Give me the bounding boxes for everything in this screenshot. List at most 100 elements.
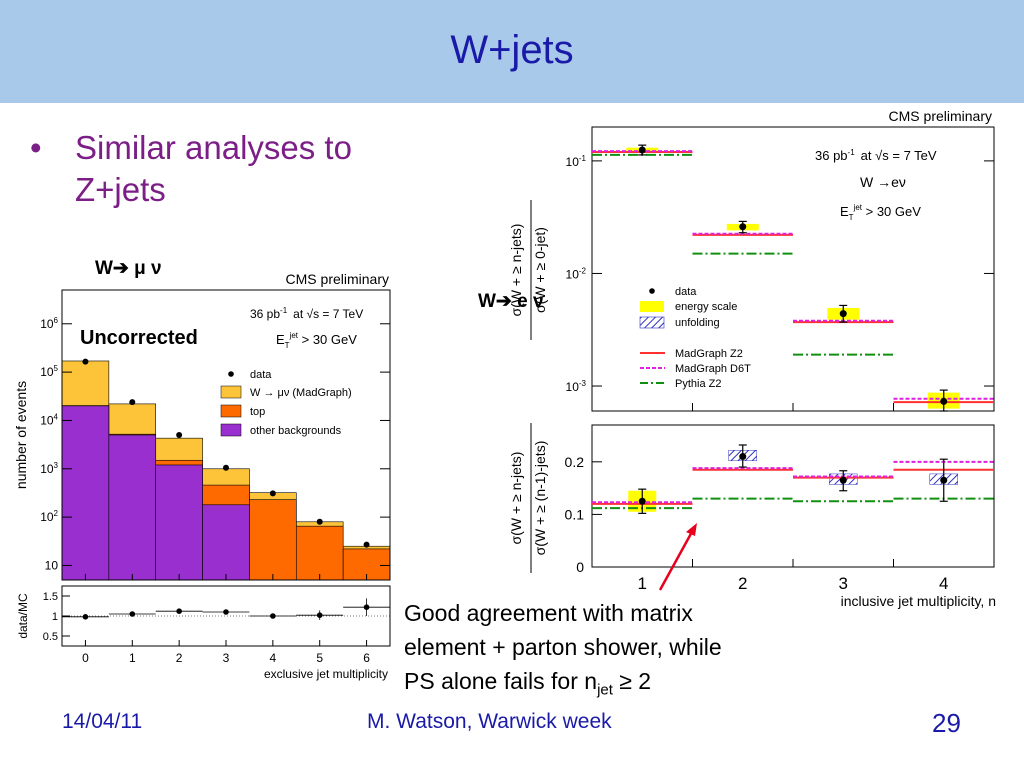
y-tick-label: 10-2: [566, 266, 587, 281]
ratio-tick-label: 0: [576, 559, 584, 575]
left-cms-label: CMS preliminary: [286, 271, 389, 287]
data-point-1: [638, 146, 646, 154]
ratio-point-4: [940, 476, 948, 484]
y-tick-label: 10-3: [566, 379, 587, 394]
y-tick-label: 103: [40, 461, 58, 476]
annotation-note: Good agreement with matrix element + par…: [404, 596, 814, 708]
ratio-point-2: [176, 608, 182, 614]
legend-energy-swatch: [640, 301, 664, 312]
title-bar: [0, 0, 1024, 103]
data-point-4: [940, 397, 948, 405]
data-point-2: [176, 432, 183, 438]
x-tick-label-1: 1: [129, 651, 136, 665]
data-point-4: [269, 490, 276, 497]
ratio-tick-label: 0.2: [565, 454, 585, 470]
left-x-tick-labels: 0 1 2 3 4 5 6: [82, 640, 370, 665]
uncorrected-label: Uncorrected: [80, 327, 198, 349]
right-legend: data energy scale unfolding MadGraph Z2 …: [639, 286, 751, 390]
ratio-tick-label: 0.1: [565, 506, 585, 522]
y-tick-label: 10-1: [566, 154, 587, 169]
left-x-axis-label: exclusive jet multiplicity: [264, 667, 388, 681]
left-legend: data W → μν (MadGraph) top other backgro…: [220, 369, 352, 437]
x-tick-label-3: 3: [223, 651, 230, 665]
legend-w-label: W → μν (MadGraph): [250, 387, 352, 399]
legend-top-label: top: [250, 406, 265, 418]
note-line-1: Good agreement with matrix: [404, 600, 693, 626]
left-cut-text: ETjet > 30 GeV: [276, 331, 357, 350]
ratio-point-5: [316, 612, 323, 618]
footer-date: 14/04/11: [62, 710, 143, 733]
left-ratio-points: [62, 598, 390, 620]
data-point-3: [223, 464, 229, 471]
ratio-point-2: [739, 453, 747, 461]
ratio-tick-label: 1: [52, 611, 58, 623]
data-point-3: [839, 310, 847, 318]
left-ratio-frame: [61, 585, 391, 647]
y-tick-label: 10: [45, 558, 59, 572]
legend-energy-label: energy scale: [675, 301, 737, 313]
left-y-ticks: 10 102 103 104 105 106: [40, 316, 390, 580]
legend-unfolding-label: unfolding: [675, 317, 720, 329]
data-point-0: [82, 358, 89, 365]
legend-top-swatch: [220, 404, 242, 418]
data-point-6: [363, 541, 370, 548]
legend-data-marker: [649, 288, 655, 294]
legend-unfolding-swatch: [639, 316, 665, 329]
left-ratio-y-label: data/MC: [16, 593, 30, 639]
bar-other-0: [61, 405, 110, 581]
data-point-5: [316, 518, 323, 525]
y-tick-label: 105: [40, 364, 58, 379]
data-point-2: [739, 223, 747, 231]
right-y-ticks: 10-1 10-2 10-3: [566, 154, 994, 411]
ratio-point-3: [223, 609, 229, 615]
legend-data-label: data: [250, 369, 272, 381]
left-main-frame-top: [61, 289, 391, 581]
ratio-point-1: [638, 497, 646, 505]
x-tick-label-0: 0: [82, 651, 89, 665]
ratio-point-0: [82, 614, 89, 620]
left-ratio-ticks: 0.5 1 1.5: [43, 591, 70, 643]
right-main-frame: [591, 126, 995, 412]
note-line-3: PS alone fails for njet ≥ 2: [404, 668, 652, 699]
bar-top-5: [295, 525, 344, 581]
right-ratio-y-label-top: σ(W + ≥ n-jets): [508, 452, 524, 545]
page-number: 29: [932, 708, 961, 738]
x-tick-label-6: 6: [363, 651, 370, 665]
bar-other-3: [202, 504, 250, 581]
legend-pythia-label: Pythia Z2: [675, 378, 721, 390]
bullet-text: Similar analyses to Z+jets: [75, 129, 352, 208]
bar-top-4: [249, 499, 297, 581]
bar-other-2: [155, 464, 203, 581]
right-ratio-ticks: 0 0.1 0.2: [565, 454, 602, 575]
legend-mgd6t-label: MadGraph D6T: [675, 363, 751, 375]
left-stack-bars: [61, 360, 391, 581]
x-tick-label-4: 4: [270, 651, 277, 665]
legend-data-label: data: [675, 286, 697, 298]
y-tick-label: 104: [40, 412, 58, 427]
legend-mgz2-label: MadGraph Z2: [675, 348, 743, 360]
legend-other-label: other backgrounds: [250, 425, 342, 437]
slide-title: W+jets: [450, 28, 574, 72]
right-main-plot: 10-1 10-2 10-3 CMS preliminary 36 pb-1 at √…: [508, 108, 995, 455]
ratio-point-3: [839, 476, 847, 484]
x-tick-label-5: 5: [316, 651, 323, 665]
x-tick-label-4: 4: [939, 574, 948, 593]
x-tick-label-2: 2: [176, 651, 183, 665]
legend-data-marker: [228, 371, 234, 377]
y-tick-label: 102: [40, 509, 58, 524]
left-main-plot: 10 102 103 104 105 106 CMS preliminary 36 pb-…: [13, 271, 391, 581]
x-tick-label-2: 2: [738, 574, 747, 593]
legend-other-swatch: [220, 423, 242, 437]
bar-other-1: [108, 434, 157, 581]
right-ratio-plot: 0 0.1 0.2 1 2 3 4 σ(W + ≥ n-jets) σ(W + ≥ (n-…: [508, 423, 996, 609]
left-y-axis-label: number of events: [13, 381, 29, 489]
ratio-tick-label: 1.5: [43, 591, 58, 603]
right-ratio-series: [592, 444, 994, 514]
footer-author: M. Watson, Warwick week: [367, 710, 612, 733]
right-y-label-bottom: σ(W + ≥ 0-jet): [532, 227, 548, 313]
data-point-1: [129, 399, 136, 406]
ratio-tick-label: 0.5: [43, 631, 58, 643]
left-data-points: [82, 358, 370, 548]
ratio-point-6: [363, 604, 370, 610]
